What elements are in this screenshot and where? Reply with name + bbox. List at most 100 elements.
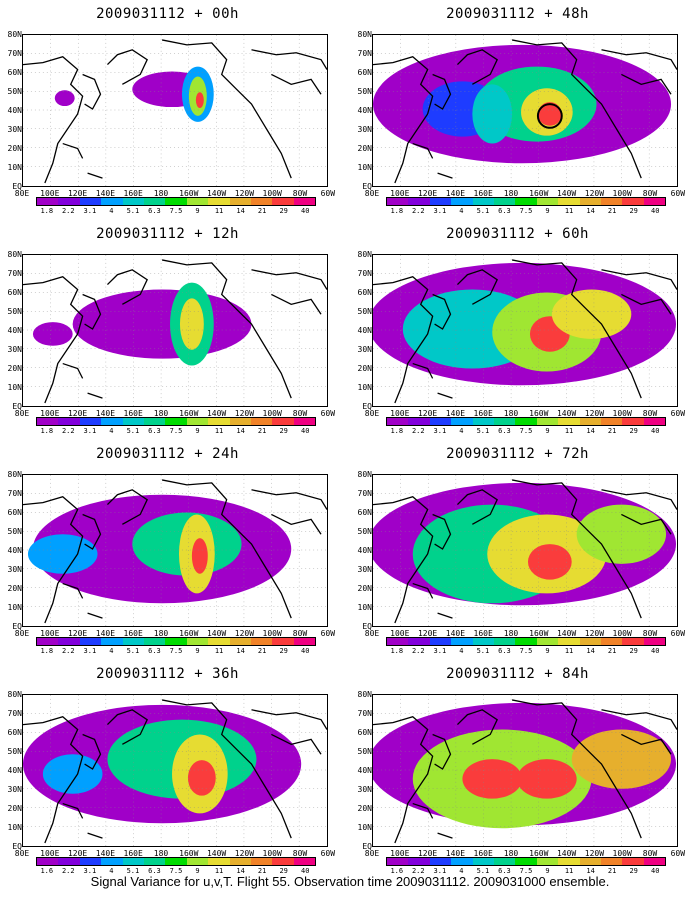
colorbar-swatch xyxy=(493,198,516,205)
latitude-label: 60N xyxy=(7,728,22,737)
panel-title: 2009031112 + 36h xyxy=(96,666,239,682)
colorbar-tick-label: 2.2 xyxy=(61,207,75,215)
colorbar xyxy=(386,857,666,866)
colorbar-tick-label: 2.2 xyxy=(61,427,75,435)
colorbar-tick-label: 40 xyxy=(301,207,310,215)
colorbar-tick-label: 2.2 xyxy=(411,207,425,215)
colorbar xyxy=(386,417,666,426)
colorbar-swatch xyxy=(408,418,430,425)
map-panel: 2009031112 + 48h 80N 70N 60N 50N 40N 30N 20N 10N… xyxy=(350,0,685,215)
latitude-label: 40N xyxy=(357,106,372,115)
latitude-label: 50N xyxy=(357,87,372,96)
longitude-label: 120W xyxy=(584,189,605,198)
longitude-label: 60W xyxy=(670,409,686,418)
colorbar-swatch xyxy=(643,418,666,425)
colorbar-tick-label: 40 xyxy=(301,867,310,875)
colorbar-tick-label: 4 xyxy=(109,427,114,435)
panel-title: 2009031112 + 72h xyxy=(446,446,589,462)
colorbar-swatch xyxy=(515,858,537,865)
colorbar-swatch xyxy=(272,638,294,645)
longitude-label: 120W xyxy=(584,849,605,858)
latitude-label: 50N xyxy=(7,527,22,536)
latitude-label: 70N xyxy=(7,709,22,718)
coastline xyxy=(23,275,84,404)
map-panel: 2009031112 + 12h 80N 70N 60N 50N 40N 30N 20N 10N… xyxy=(0,220,335,435)
map-panel: 2009031112 + 24h 80N 70N 60N 50N 40N 30N 20N 10N… xyxy=(0,440,335,655)
colorbar-swatch xyxy=(579,418,601,425)
latitude-label: 20N xyxy=(7,804,22,813)
longitude-label: 80W xyxy=(642,409,658,418)
colorbar-tick-label: 1.8 xyxy=(40,647,54,655)
colorbar xyxy=(36,857,316,866)
colorbar-tick-label: 7.5 xyxy=(169,427,183,435)
colorbar-ticks: 1.8 2.2 3.1 4 5.1 6.3 7.5 9 11 14 21 29 40 xyxy=(386,647,666,655)
colorbar-tick-label: 14 xyxy=(236,867,245,875)
latitude-label: 70N xyxy=(357,269,372,278)
variance-contour xyxy=(191,538,208,574)
map-panel: 2009031112 + 36h 80N 70N 60N 50N 40N 30N 20N 10N… xyxy=(0,660,335,875)
coastline xyxy=(621,513,672,535)
colorbar-tick-label: 1.8 xyxy=(390,427,404,435)
colorbar-tick-label: 3.1 xyxy=(433,427,447,435)
latitude-label: 40N xyxy=(357,766,372,775)
latitude-label: 60N xyxy=(357,508,372,517)
longitude-label: 180 xyxy=(503,629,519,638)
colorbar-swatch xyxy=(58,638,80,645)
colorbar-tick-label: 7.5 xyxy=(169,647,183,655)
colorbar-tick-label: 7.5 xyxy=(169,207,183,215)
colorbar-swatch xyxy=(250,198,273,205)
longitude-label: 80E xyxy=(364,849,380,858)
latitude-label: 10N xyxy=(357,823,372,832)
colorbar-swatch xyxy=(493,638,516,645)
variance-contour xyxy=(179,298,204,350)
colorbar-swatch xyxy=(250,638,273,645)
colorbar xyxy=(36,197,316,206)
longitude-label: 140W xyxy=(206,629,227,638)
longitude-label: 140E xyxy=(445,849,466,858)
colorbar-tick-label: 9 xyxy=(195,867,200,875)
colorbar-swatch xyxy=(186,858,209,865)
colorbar-tick-label: 5.1 xyxy=(126,867,140,875)
colorbar-swatch xyxy=(58,418,80,425)
colorbar-ticks: 1.8 2.2 3.1 4 5.1 6.3 7.5 9 11 14 21 29 40 xyxy=(36,647,316,655)
colorbar-tick-label: 5.1 xyxy=(476,647,490,655)
colorbar-swatch xyxy=(208,418,230,425)
longitude-label: 160W xyxy=(179,849,199,858)
panel-title: 2009031112 + 84h xyxy=(446,666,589,682)
coastline xyxy=(161,39,292,179)
colorbar-swatch xyxy=(293,638,316,645)
coastline xyxy=(437,172,453,179)
colorbar-swatch xyxy=(250,418,273,425)
coastline xyxy=(412,362,434,379)
longitude-label: 120W xyxy=(234,629,255,638)
latitude-label: 70N xyxy=(7,269,22,278)
longitude-label: 140W xyxy=(556,629,577,638)
colorbar-tick-label: 9 xyxy=(195,427,200,435)
coastline xyxy=(601,49,677,70)
colorbar-tick-label: 9 xyxy=(195,647,200,655)
colorbar-tick-label: 14 xyxy=(586,427,595,435)
colorbar-swatch xyxy=(472,418,494,425)
latitude-label: 20N xyxy=(357,804,372,813)
colorbar-swatch xyxy=(387,638,409,645)
colorbar-swatch xyxy=(58,858,80,865)
colorbar-swatch xyxy=(536,418,559,425)
longitude-label: 80E xyxy=(14,849,30,858)
colorbar-swatch xyxy=(429,198,452,205)
figure-caption: Signal Variance for u,v,T. Flight 55. Ob… xyxy=(90,874,610,889)
colorbar-swatch xyxy=(387,198,409,205)
latitude-label: 70N xyxy=(357,709,372,718)
colorbar-tick-label: 14 xyxy=(586,207,595,215)
colorbar-tick-label: 21 xyxy=(257,427,267,435)
map-panel: 2009031112 + 00h 80N 70N 60N 50N 40N 30N 20N 10N… xyxy=(0,0,335,215)
colorbar-swatch xyxy=(429,638,452,645)
longitude-label: 80W xyxy=(642,849,658,858)
latitude-label: 30N xyxy=(357,785,372,794)
latitude-label: 10N xyxy=(357,383,372,392)
coastline xyxy=(161,259,292,399)
latitude-label: 40N xyxy=(7,546,22,555)
coastline xyxy=(601,489,677,510)
colorbar-tick-label: 14 xyxy=(236,647,245,655)
colorbar-tick-label: 6.3 xyxy=(498,427,511,435)
colorbar-swatch xyxy=(472,198,494,205)
